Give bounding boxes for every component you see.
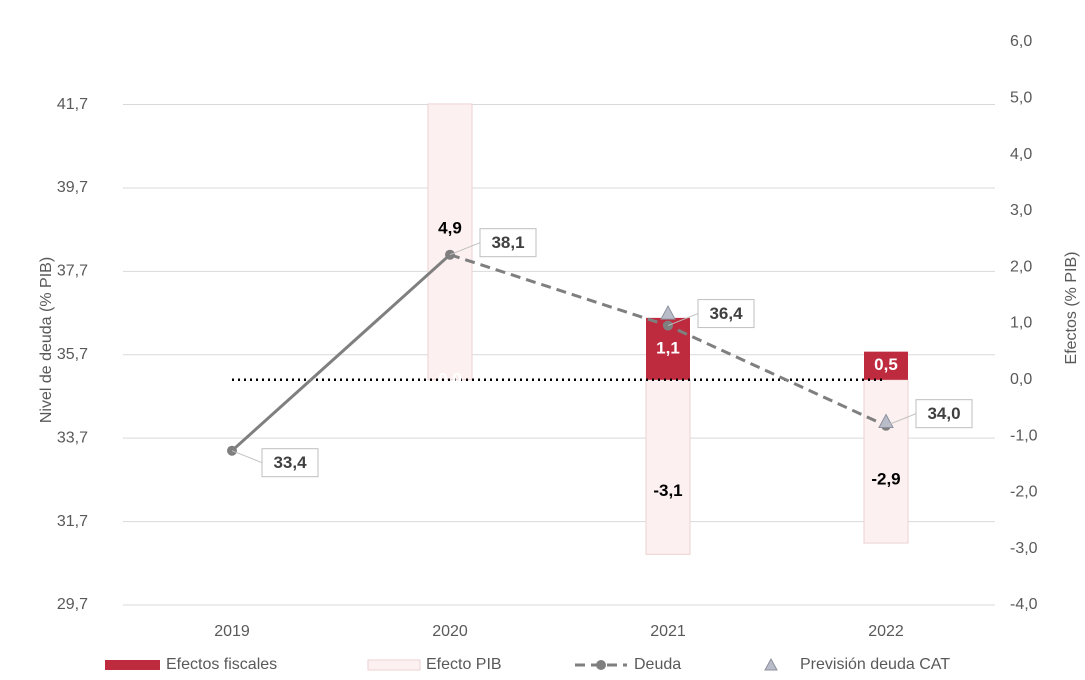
pib-label: 4,9 [438, 218, 462, 237]
pib-bar [645, 379, 691, 555]
x-tick-label: 2021 [650, 623, 686, 640]
callout [449, 242, 481, 256]
y2-axis-title: Efectos (% PIB) [1063, 252, 1080, 365]
label-box [697, 299, 755, 329]
y2-tick-label: 0,0 [1010, 371, 1032, 388]
fiscal-label: 0,0 [438, 369, 462, 388]
deuda-point [445, 249, 455, 260]
y-tick-label: 35,7 [57, 346, 88, 363]
label-box [479, 228, 537, 258]
x-tick-label: 2020 [432, 623, 468, 640]
legend-label: Efecto PIB [426, 656, 502, 673]
x-tick-label: 2019 [214, 623, 250, 640]
fiscal-bar [864, 351, 908, 380]
y-tick-label: 33,7 [57, 429, 88, 446]
legend-label: Efectos fiscales [166, 656, 277, 673]
prevision-marker [660, 305, 676, 320]
y-tick-label: 37,7 [57, 263, 88, 280]
legend-label: Previsión deuda CAT [800, 656, 950, 673]
y2-tick-label: -1,0 [1010, 427, 1038, 444]
legend-label: Deuda [634, 656, 681, 673]
label-box [915, 399, 973, 429]
callout [231, 450, 263, 464]
fiscal-label: 1,1 [656, 338, 680, 357]
label-box [261, 448, 319, 478]
pib-label: -2,9 [871, 470, 900, 489]
legend-swatch [105, 660, 160, 670]
legend-swatch [596, 660, 606, 670]
y2-tick-label: -2,0 [1010, 484, 1038, 501]
callout [667, 313, 699, 327]
y-tick-label: 41,7 [57, 96, 88, 113]
y-tick-label: 39,7 [57, 179, 88, 196]
pib-bar [427, 103, 473, 381]
fiscal-label: 0,5 [874, 355, 898, 374]
x-tick-label: 2022 [868, 623, 904, 640]
y2-tick-label: 3,0 [1010, 202, 1032, 219]
deuda-label: 33,4 [273, 453, 307, 472]
y2-tick-label: 1,0 [1010, 315, 1032, 332]
deuda-line-solid [230, 253, 452, 452]
y-axis-title: Nivel de deuda (% PIB) [38, 257, 55, 423]
deuda-label: 38,1 [491, 233, 524, 252]
y-tick-label: 29,7 [57, 596, 88, 613]
pib-label: -3,1 [653, 481, 682, 500]
y-tick-label: 31,7 [57, 513, 88, 530]
legend-swatch [367, 659, 421, 671]
deuda-label: 36,4 [709, 304, 743, 323]
callout [885, 413, 917, 427]
pib-bar [863, 379, 909, 544]
y2-tick-label: 4,0 [1010, 146, 1032, 163]
legend-swatch [764, 657, 778, 671]
y2-tick-label: -4,0 [1010, 596, 1038, 613]
y2-tick-label: -3,0 [1010, 540, 1038, 557]
deuda-label: 34,0 [927, 404, 960, 423]
y2-tick-label: 6,0 [1010, 33, 1032, 50]
y2-tick-label: 2,0 [1010, 258, 1032, 275]
y2-tick-label: 5,0 [1010, 90, 1032, 107]
